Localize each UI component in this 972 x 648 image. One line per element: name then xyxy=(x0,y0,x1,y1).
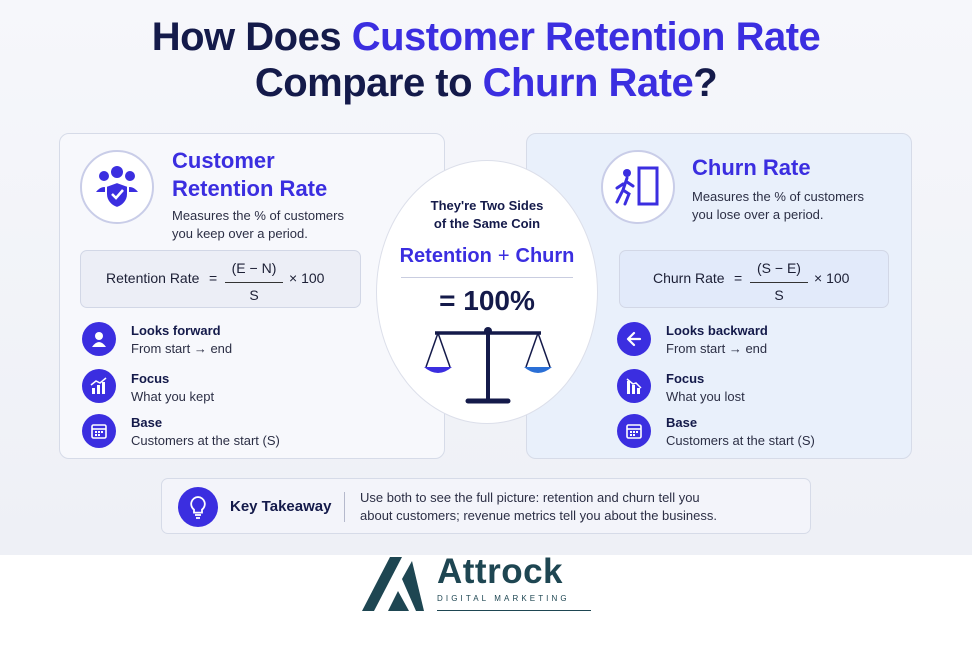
feature-desc: Customers at the start (S) xyxy=(131,433,280,448)
feature-desc: What you kept xyxy=(131,389,215,404)
retention-description: Measures the % of customers you keep ove… xyxy=(172,208,344,241)
term-churn: Churn xyxy=(515,245,575,267)
term-retention: Retention xyxy=(399,245,492,267)
center-total: = 100% xyxy=(439,285,535,316)
divider xyxy=(401,277,573,278)
page-title: How Does Customer Retention Rate Compare… xyxy=(151,15,821,105)
churn-title: Churn Rate xyxy=(692,155,811,180)
formula-equals: = xyxy=(734,270,743,286)
formula-label: Retention Rate xyxy=(106,270,200,286)
user-icon xyxy=(82,322,116,356)
takeaway-label: Key Takeaway xyxy=(230,498,332,515)
formula-fraction: (E − N) S xyxy=(225,260,283,303)
formula-denominator: S xyxy=(249,287,259,303)
center-comparison: They're Two Sides of the Same Coin Reten… xyxy=(376,160,598,424)
plus-sign: + xyxy=(497,245,510,267)
decline-chart-icon xyxy=(617,369,651,403)
logo-bar xyxy=(0,555,972,648)
feature-desc: From start → end xyxy=(666,341,768,356)
arrow-left-icon xyxy=(617,322,651,356)
retention-title: Customer Retention Rate xyxy=(172,148,328,201)
feature-title: Focus xyxy=(131,371,170,386)
growth-chart-icon xyxy=(82,369,116,403)
formula-multiplier: × 100 xyxy=(814,270,850,286)
calendar-icon xyxy=(617,414,651,448)
formula-numerator: (E − N) xyxy=(231,260,277,276)
exit-door-icon xyxy=(601,150,675,224)
center-subtitle: They're Two Sides of the Same Coin xyxy=(430,198,544,231)
formula-denominator: S xyxy=(774,287,784,303)
key-takeaway: Key Takeaway Use both to see the full pi… xyxy=(161,478,811,534)
balance-scale-icon xyxy=(424,327,552,404)
formula-fraction: (S − E) S xyxy=(750,260,808,303)
calendar-icon xyxy=(82,414,116,448)
takeaway-text: Use both to see the full picture: retent… xyxy=(360,490,717,523)
center-equation: Retention + Churn xyxy=(377,245,597,268)
formula-multiplier: × 100 xyxy=(289,270,325,286)
feature-title: Focus xyxy=(666,371,705,386)
formula-numerator: (S − E) xyxy=(757,260,801,276)
churn-formula: Churn Rate = (S − E) S × 100 xyxy=(619,250,889,308)
churn-description: Measures the % of customers you lose ove… xyxy=(692,189,864,222)
infographic: How Does Customer Retention Rate Compare… xyxy=(0,0,972,555)
feature-title: Looks forward xyxy=(131,323,221,338)
feature-desc: Customers at the start (S) xyxy=(666,433,815,448)
retention-formula: Retention Rate = (E − N) S × 100 xyxy=(80,250,361,308)
lightbulb-icon xyxy=(178,487,218,527)
formula-equals: = xyxy=(209,270,218,286)
feature-desc: From start → end xyxy=(131,341,233,356)
attrock-logo-mark xyxy=(362,557,424,611)
team-shield-icon xyxy=(80,150,154,224)
takeaway-divider xyxy=(344,492,345,522)
feature-title: Looks backward xyxy=(666,323,768,338)
logo-name: Attrock xyxy=(437,552,564,591)
feature-desc: What you lost xyxy=(666,389,745,404)
feature-title: Base xyxy=(666,415,698,430)
logo-rule xyxy=(437,610,591,611)
logo-tagline: DIGITAL MARKETING xyxy=(437,594,570,603)
feature-title: Base xyxy=(131,415,163,430)
formula-label: Churn Rate xyxy=(653,270,725,286)
